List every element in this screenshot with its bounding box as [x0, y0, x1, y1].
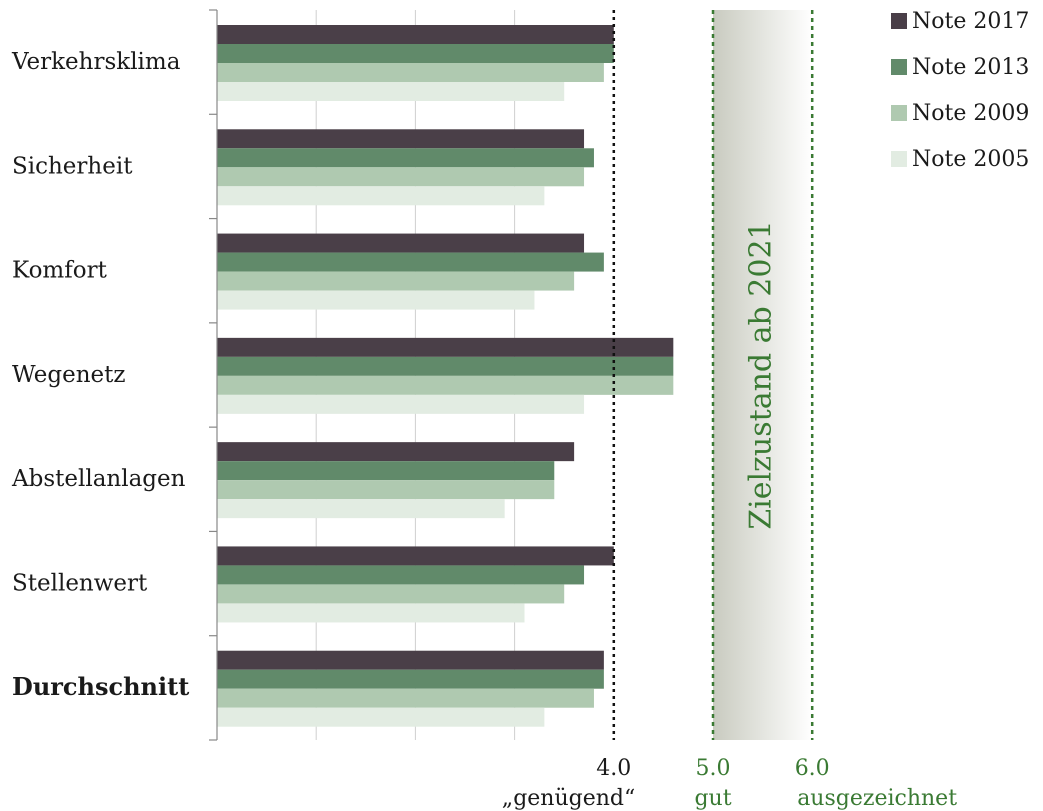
category-labels: Verkehrsklima Sicherheit Komfort Wegenetz Ab…: [11, 49, 189, 701]
legend-swatch: [891, 105, 907, 121]
target-zone-band: [713, 10, 813, 740]
legend-label: Note 2013: [912, 55, 1029, 80]
bar: [217, 290, 535, 310]
bar: [217, 442, 575, 462]
bar: [217, 271, 575, 291]
category-label: Komfort: [12, 258, 108, 284]
bar: [217, 669, 604, 689]
bar: [217, 707, 545, 727]
legend: Note 2017 Note 2013 Note 2009 Note 2005: [891, 9, 1029, 172]
x-tick-sublabel: gut: [694, 786, 731, 811]
bars: [217, 25, 674, 727]
bar: [217, 25, 614, 44]
bar: [217, 148, 594, 168]
bar: [217, 233, 585, 253]
bar: [217, 186, 545, 206]
x-tick-sublabel: ausgezeichnet: [797, 786, 957, 811]
x-tick-labels: 4.0 „genügend“ 5.0 gut 6.0 ausgezeichnet: [502, 756, 957, 811]
x-tick-label: 4.0: [596, 756, 631, 781]
x-tick-sublabel: „genügend“: [502, 786, 635, 811]
bar: [217, 499, 505, 519]
bar: [217, 337, 674, 357]
category-label: Stellenwert: [12, 570, 148, 596]
bar: [217, 44, 614, 63]
target-zone: Zielzustand ab 2021: [711, 10, 814, 740]
category-label: Sicherheit: [12, 153, 133, 179]
bar: [217, 603, 525, 623]
bar: [217, 565, 585, 585]
legend-swatch: [891, 59, 907, 75]
x-tick-label: 6.0: [795, 756, 830, 781]
bar: [217, 394, 585, 414]
legend-swatch: [891, 13, 907, 29]
bar: [217, 650, 604, 670]
bar: [217, 688, 594, 708]
x-tick-label: 5.0: [696, 756, 731, 781]
bar: [217, 252, 604, 272]
category-label: Durchschnitt: [12, 672, 189, 701]
bar: [217, 584, 565, 604]
bar: [217, 167, 585, 187]
bar: [217, 480, 555, 500]
legend-label: Note 2005: [912, 147, 1029, 172]
legend-swatch: [891, 151, 907, 167]
bar: [217, 375, 674, 395]
legend-label: Note 2017: [912, 9, 1029, 34]
bar: [217, 63, 604, 82]
bar: [217, 546, 614, 566]
category-label: Verkehrsklima: [11, 49, 181, 75]
bar: [217, 461, 555, 481]
category-label: Abstellanlagen: [11, 466, 186, 492]
bar: [217, 356, 674, 376]
legend-label: Note 2009: [912, 101, 1029, 126]
bar: [217, 82, 565, 101]
y-axis: [209, 9, 218, 741]
bar: [217, 129, 585, 149]
target-zone-label: Zielzustand ab 2021: [744, 220, 779, 529]
category-label: Wegenetz: [12, 362, 126, 388]
